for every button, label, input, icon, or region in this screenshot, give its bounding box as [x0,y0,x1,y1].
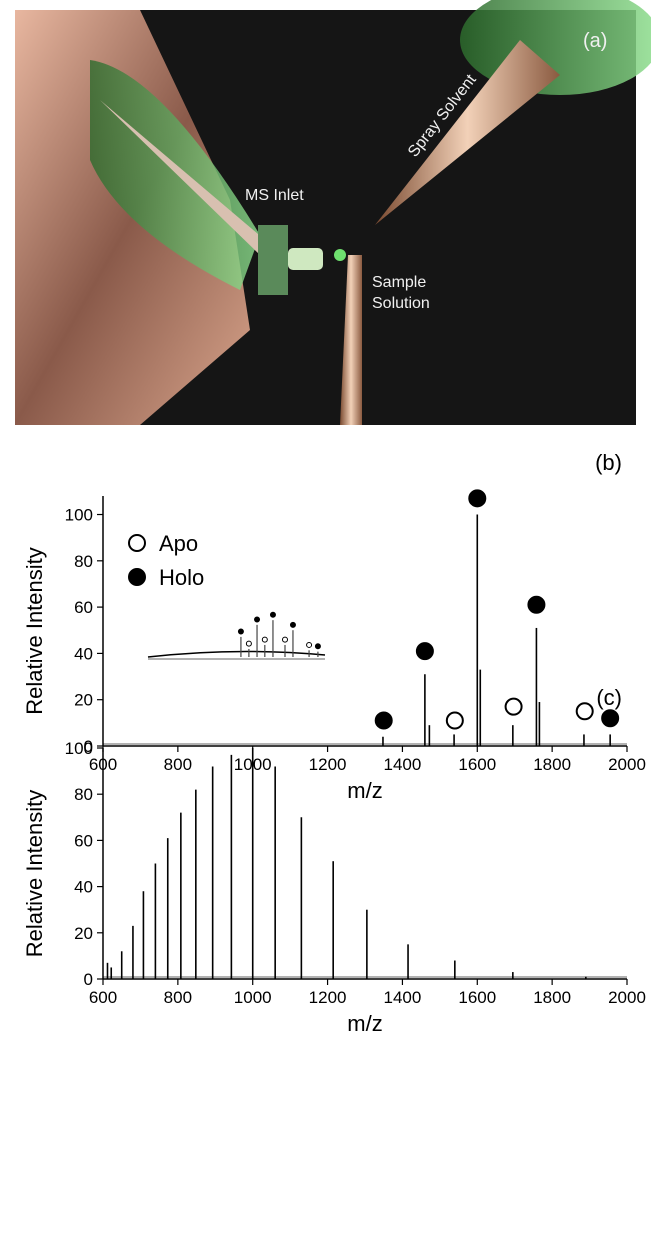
y-axis-label: Relative Intensity [22,547,47,715]
x-tick-label: 1800 [533,988,571,1007]
y-tick-label: 100 [65,506,93,525]
y-tick-label: 0 [84,970,93,989]
peak-marker [306,641,313,648]
peak-marker [415,642,434,661]
peak-marker [527,595,546,614]
photo-label: Sample Solution [372,274,430,312]
peak-marker [504,697,523,716]
peak-marker [468,489,487,508]
x-tick-label: 1400 [384,755,422,774]
x-tick-label: 1000 [234,988,272,1007]
x-tick-label: 800 [164,755,192,774]
peak-marker [575,702,594,721]
y-tick-label: 100 [65,739,93,758]
y-axis-label: Relative Intensity [22,790,47,958]
ms-inlet-capillary [288,248,323,270]
y-tick-label: 20 [74,924,93,943]
panel-label: (a) [583,30,608,52]
peak-marker [245,640,252,647]
photo [15,0,651,425]
legend-label: Apo [159,531,198,556]
y-tick-label: 0 [84,737,93,756]
x-tick-label: 1400 [384,988,422,1007]
inset-baseline [147,650,326,658]
sample-capillary [340,255,362,425]
peak-marker [374,711,393,730]
ms-cone [90,60,260,290]
y-tick-label: 80 [74,552,93,571]
ms-cone-highlight [100,100,265,255]
x-tick-label: 1200 [309,755,347,774]
ms-inlet-ring [258,225,288,295]
y-tick-label: 60 [74,831,93,850]
photo-label: MS Inlet [245,187,304,204]
x-axis-label: m/z [347,778,382,803]
x-tick-label: 600 [89,988,117,1007]
x-tick-label: 800 [164,988,192,1007]
legend-marker [128,534,146,552]
x-tick-label: 1800 [533,755,571,774]
legend-label: Holo [159,565,204,590]
spray-tip [375,40,560,225]
peak-marker [289,621,296,628]
peak-marker [237,628,244,635]
y-tick-label: 40 [74,878,93,897]
peak-marker [261,636,268,643]
x-axis-label: m/z [347,1011,382,1036]
x-tick-label: 1600 [458,988,496,1007]
legend-marker [128,568,146,586]
y-tick-label: 20 [74,691,93,710]
peak-marker [281,636,288,643]
spray-glow [334,249,346,261]
x-tick-label: 2000 [608,988,646,1007]
peak-marker [314,643,321,650]
x-tick-label: 1200 [309,988,347,1007]
panel-label: (c) [596,685,622,710]
charts: 600 800 1000 1200 1400 1600 1800 20000204060801… [22,450,646,1036]
x-tick-label: 2000 [608,755,646,774]
x-tick-label: 1600 [458,755,496,774]
y-tick-label: 60 [74,598,93,617]
peak-marker [269,611,276,618]
peak-marker [254,616,261,623]
peak-marker [601,709,620,728]
peak-marker [445,711,464,730]
panel-label: (b) [595,450,622,475]
y-tick-label: 40 [74,644,93,663]
y-tick-label: 80 [74,785,93,804]
